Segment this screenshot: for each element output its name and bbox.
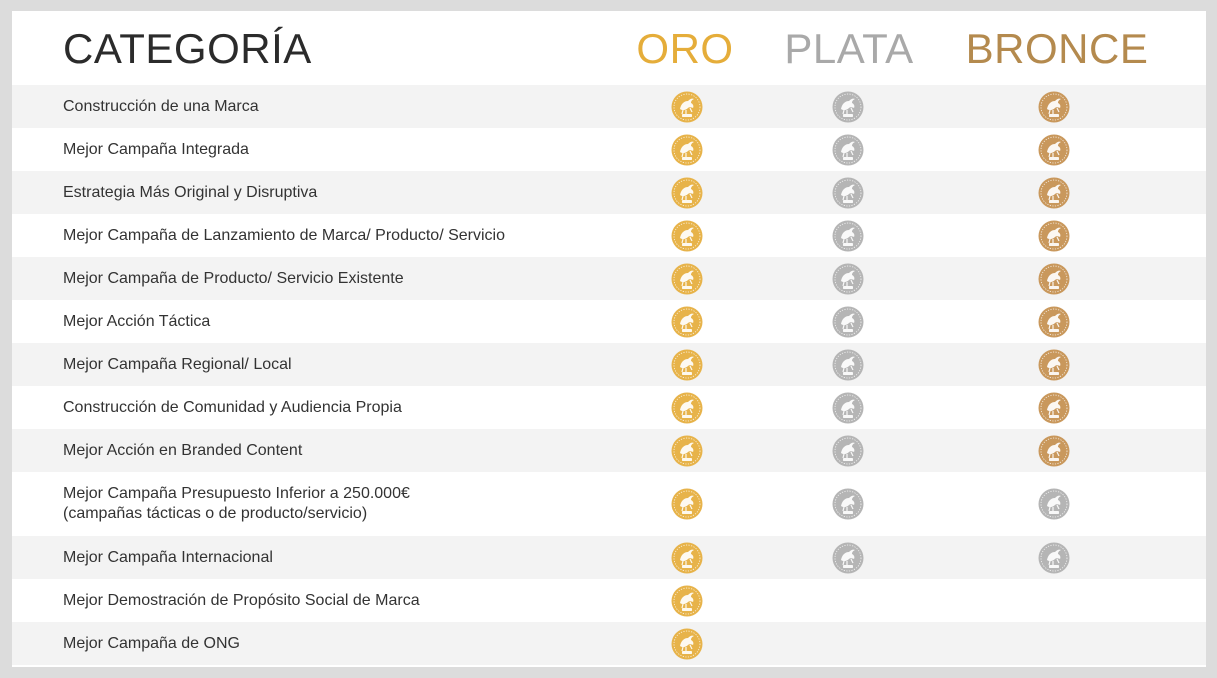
category-label: Mejor Demostración de Propósito Social d… [63,591,420,609]
medal-bronze-icon [1038,392,1070,424]
medal-gold-icon [671,263,703,295]
header-plata: PLATA [784,25,914,72]
medal-bronze-icon [1038,134,1070,166]
medal-gold-icon [671,542,703,574]
medal-gold-icon [671,177,703,209]
category-label: Estrategia Más Original y Disruptiva [63,183,318,201]
header-oro: ORO [636,25,734,72]
medal-silver-icon [832,91,864,123]
medal-silver-icon [832,488,864,520]
category-label: Mejor Campaña de Lanzamiento de Marca/ P… [63,226,505,244]
category-label: Mejor Campaña de Producto/ Servicio Exis… [63,269,404,287]
awards-table: CATEGORÍA ORO PLATA BRONCE Construcción … [12,11,1206,667]
medal-gold-icon [671,392,703,424]
table-row: Mejor Campaña de Lanzamiento de Marca/ P… [12,214,1206,257]
table-row: Mejor Acción Táctica [12,300,1206,343]
medal-silver-icon [832,435,864,467]
table-row: Construcción de una Marca [12,85,1206,128]
table-body: Construcción de una Marca Mejor Campaña I… [12,85,1206,665]
medal-gold-icon [671,628,703,660]
medal-bronze-icon [1038,306,1070,338]
medal-silver-icon [832,542,864,574]
table-row: Mejor Campaña de Producto/ Servicio Exis… [12,257,1206,300]
category-label: Mejor Acción en Branded Content [63,441,303,459]
medal-bronze-icon [1038,349,1070,381]
category-label: Construcción de una Marca [63,97,259,115]
medal-silver-icon [832,263,864,295]
medal-silver-icon [1038,542,1070,574]
medal-bronze-icon [1038,263,1070,295]
category-label: Mejor Campaña de ONG [63,634,240,652]
medal-gold-icon [671,435,703,467]
medal-silver-icon [1038,488,1070,520]
category-label: Mejor Campaña Presupuesto Inferior a 250… [63,485,410,522]
medal-bronze-icon [1038,177,1070,209]
header-bronce: BRONCE [965,25,1149,72]
medal-gold-icon [671,488,703,520]
medal-silver-icon [832,220,864,252]
table-header: CATEGORÍA ORO PLATA BRONCE [12,11,1206,85]
table-row: Mejor Campaña Regional/ Local [12,343,1206,386]
medal-gold-icon [671,220,703,252]
medal-gold-icon [671,349,703,381]
medal-gold-icon [671,134,703,166]
table-row: Mejor Campaña de ONG [12,622,1206,665]
medal-silver-icon [832,349,864,381]
table-row: Mejor Campaña Presupuesto Inferior a 250… [12,472,1206,536]
category-label: Mejor Campaña Integrada [63,140,249,158]
medal-silver-icon [832,306,864,338]
medal-bronze-icon [1038,220,1070,252]
table-row: Mejor Acción en Branded Content [12,429,1206,472]
table-row: Construcción de Comunidad y Audiencia Pr… [12,386,1206,429]
medal-gold-icon [671,585,703,617]
header-category: CATEGORÍA [63,25,312,72]
table-row: Estrategia Más Original y Disruptiva [12,171,1206,214]
medal-bronze-icon [1038,91,1070,123]
category-label: Mejor Acción Táctica [63,312,211,330]
medal-silver-icon [832,177,864,209]
table-row: Mejor Campaña Internacional [12,536,1206,579]
medal-gold-icon [671,91,703,123]
table-row: Mejor Campaña Integrada [12,128,1206,171]
category-label: Mejor Campaña Regional/ Local [63,355,292,373]
medal-silver-icon [832,134,864,166]
medal-silver-icon [832,392,864,424]
category-label: Mejor Campaña Internacional [63,548,273,566]
table-row: Mejor Demostración de Propósito Social d… [12,579,1206,622]
medal-gold-icon [671,306,703,338]
category-label: Construcción de Comunidad y Audiencia Pr… [63,398,402,416]
medal-bronze-icon [1038,435,1070,467]
